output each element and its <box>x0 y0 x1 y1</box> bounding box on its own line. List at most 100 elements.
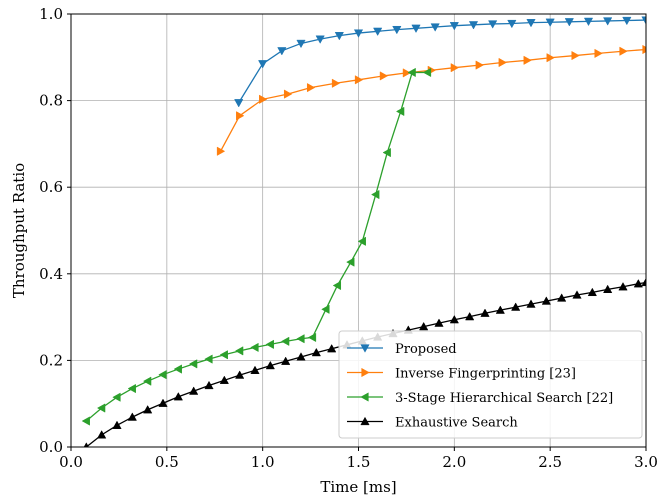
data-point <box>450 63 460 73</box>
data-point <box>296 352 306 361</box>
data-point <box>526 19 536 28</box>
data-point <box>265 360 275 370</box>
data-point <box>564 18 574 27</box>
axis-ticks: 0.0 0.5 1.0 1.5 2.0 2.5 3.0 0.0 0.2 0.4 0.6 0.8 1.0 <box>39 5 658 471</box>
data-point <box>96 403 106 413</box>
data-point <box>395 106 405 117</box>
y-tick-label: 0.2 <box>39 351 63 369</box>
data-point <box>422 67 432 78</box>
data-point <box>633 279 643 288</box>
data-point <box>173 392 183 401</box>
y-axis-title: Throughput Ratio <box>10 163 28 298</box>
series-line <box>238 19 646 104</box>
data-point <box>219 350 228 360</box>
x-tick-label: 3.0 <box>634 453 658 471</box>
legend-label: Proposed <box>395 342 457 357</box>
data-point <box>296 39 306 49</box>
data-point <box>315 35 325 44</box>
data-point <box>449 22 459 31</box>
data-point <box>354 75 364 85</box>
x-tick-label: 1.0 <box>251 453 275 471</box>
data-point <box>143 405 153 414</box>
data-point <box>296 334 305 344</box>
data-point <box>622 16 632 26</box>
legend-label: Inverse Fingerprinting [23] <box>395 367 576 382</box>
x-axis-title: Time [ms] <box>320 478 396 496</box>
data-point <box>331 78 341 88</box>
data-point <box>603 17 613 26</box>
data-point <box>112 392 121 402</box>
data-point <box>334 32 344 41</box>
data-point <box>188 359 198 369</box>
y-tick-label: 0.8 <box>39 92 63 110</box>
data-point <box>250 365 260 374</box>
legend-label: Exhaustive Search <box>395 416 518 431</box>
data-point <box>407 67 416 78</box>
data-point <box>488 20 498 29</box>
data-point <box>81 416 90 426</box>
data-point <box>419 321 429 331</box>
data-point <box>411 24 421 34</box>
data-point <box>465 311 475 321</box>
legend-label: 3-Stage Hierarchical Search [22] <box>395 391 613 406</box>
data-point <box>523 55 532 65</box>
data-point <box>641 16 646 25</box>
x-tick-label: 1.5 <box>347 453 371 471</box>
data-point <box>258 60 268 69</box>
legend-item: Proposed <box>347 342 457 357</box>
legend-item: Inverse Fingerprinting [23] <box>347 367 576 382</box>
data-point <box>127 412 137 421</box>
data-point <box>371 189 380 200</box>
data-point <box>235 370 245 379</box>
data-point <box>541 296 551 305</box>
data-point <box>112 420 122 429</box>
data-point <box>571 50 580 61</box>
data-point <box>603 284 613 293</box>
data-point <box>475 60 484 70</box>
data-point <box>618 282 628 291</box>
data-point <box>572 290 582 299</box>
data-point <box>507 19 517 29</box>
data-point <box>311 347 321 357</box>
y-tick-label: 0.6 <box>39 178 63 196</box>
legend-item: 3-Stage Hierarchical Search [22] <box>347 391 613 406</box>
x-tick-label: 0.5 <box>155 453 179 471</box>
series-0 <box>234 16 646 108</box>
data-point <box>283 89 293 99</box>
data-point <box>641 277 646 287</box>
data-point <box>587 287 597 297</box>
data-point <box>402 68 412 78</box>
data-point <box>583 17 594 27</box>
data-point <box>158 398 168 407</box>
data-point <box>158 370 167 380</box>
data-point <box>306 82 316 93</box>
data-point <box>327 343 337 353</box>
data-point <box>321 304 330 314</box>
legend: Proposed Inverse Fingerprinting [23] 3-Sta… <box>338 330 643 439</box>
data-point <box>357 236 366 246</box>
data-point <box>642 44 646 55</box>
x-tick-label: 0.0 <box>59 453 83 471</box>
legend-marker <box>360 416 370 426</box>
data-point <box>373 27 383 37</box>
data-point <box>346 257 355 267</box>
data-point <box>219 375 229 384</box>
legend-marker <box>360 392 369 402</box>
data-point <box>97 430 107 439</box>
series-1 <box>216 44 646 156</box>
data-point <box>189 386 199 395</box>
data-point <box>526 299 536 308</box>
data-point <box>216 146 226 156</box>
data-point <box>259 94 268 104</box>
legend-marker <box>361 367 370 378</box>
data-point <box>281 356 291 365</box>
data-point <box>430 23 440 32</box>
legend-box <box>338 330 643 439</box>
series-2 <box>81 67 432 426</box>
legend-marker <box>360 344 370 353</box>
data-point <box>392 25 402 35</box>
data-point <box>546 53 555 63</box>
data-point <box>204 380 214 390</box>
data-point <box>594 48 603 59</box>
data-point <box>173 364 182 374</box>
